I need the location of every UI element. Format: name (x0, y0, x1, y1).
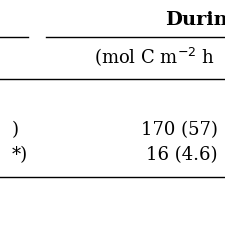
Text: 170 (57): 170 (57) (140, 120, 217, 138)
Text: During: During (165, 11, 225, 29)
Text: 16 (4.6): 16 (4.6) (146, 145, 217, 163)
Text: (mol C m$^{-2}$ h: (mol C m$^{-2}$ h (94, 45, 215, 68)
Text: ): ) (12, 120, 19, 138)
Text: *): *) (12, 145, 28, 163)
